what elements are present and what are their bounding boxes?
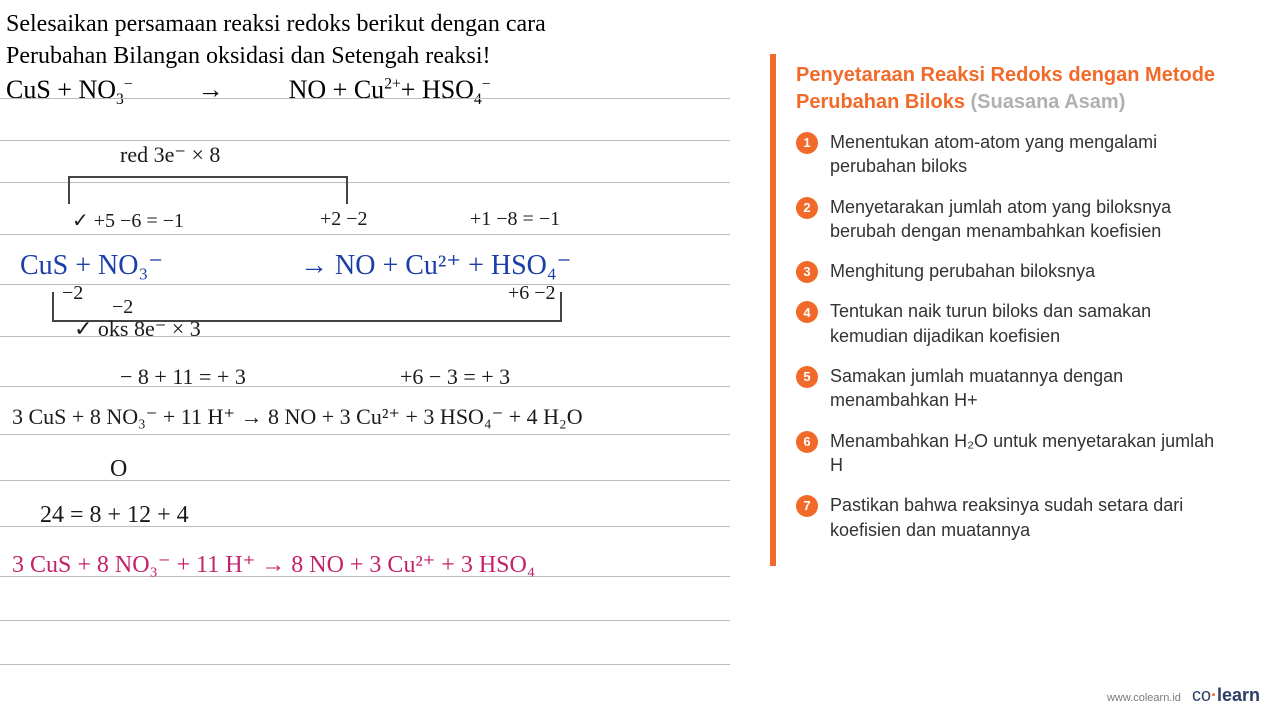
method-card: Penyetaraan Reaksi Redoks dengan Metode … xyxy=(770,54,1240,566)
handwriting-line: −2 xyxy=(62,282,83,305)
method-step: 1 Menentukan atom-atom yang mengalami per… xyxy=(796,130,1232,179)
step-text: Menyetarakan jumlah atom yang biloksnya … xyxy=(830,195,1232,244)
handwriting-line: CuS + NO₃⁻ xyxy=(20,248,163,282)
step-number-badge: 6 xyxy=(796,431,818,453)
step-number-badge: 2 xyxy=(796,197,818,219)
handwriting-line: 3 CuS + 8 NO₃⁻ + 11 H⁺ → 8 NO + 3 Cu²⁺ +… xyxy=(12,550,535,579)
method-steps: 1 Menentukan atom-atom yang mengalami per… xyxy=(796,130,1232,542)
handwriting-line: +1 −8 = −1 xyxy=(470,208,560,231)
step-text: Tentukan naik turun biloks dan samakan k… xyxy=(830,299,1232,348)
step-number-badge: 4 xyxy=(796,301,818,323)
handwriting-line: ✓ +5 −6 = −1 xyxy=(72,208,184,233)
handwriting-line: − 8 + 11 = + 3 xyxy=(120,364,246,390)
method-step: 7 Pastikan bahwa reaksinya sudah setara d… xyxy=(796,493,1232,542)
handwriting-line: O xyxy=(110,456,127,483)
step-text: Menambahkan H₂O untuk menyetarakan jumla… xyxy=(830,429,1232,478)
method-title: Penyetaraan Reaksi Redoks dengan Metode … xyxy=(796,62,1232,116)
handwriting-line: red 3e⁻ × 8 xyxy=(120,142,220,168)
handwriting-line: 3 CuS + 8 NO₃⁻ + 11 H⁺ → 8 NO + 3 Cu²⁺ +… xyxy=(12,404,583,430)
page: Selesaikan persamaan reaksi redoks berik… xyxy=(0,0,1280,720)
lined-area: red 3e⁻ × 8 ✓ +5 −6 = −1 +2 −2 +1 −8 = −1 Cu… xyxy=(0,60,740,670)
step-text: Menghitung perubahan biloksnya xyxy=(830,259,1095,283)
step-text: Samakan jumlah muatannya dengan menambah… xyxy=(830,364,1232,413)
step-number-badge: 3 xyxy=(796,261,818,283)
step-number-badge: 5 xyxy=(796,366,818,388)
brand-footer: www.colearn.id co·learn xyxy=(1107,685,1260,706)
oxidation-bracket xyxy=(68,176,348,204)
step-number-badge: 1 xyxy=(796,132,818,154)
sidebar-column: Penyetaraan Reaksi Redoks dengan Metode … xyxy=(740,0,1260,720)
step-number-badge: 7 xyxy=(796,495,818,517)
handwriting-line: +6 − 3 = + 3 xyxy=(400,364,510,390)
worksheet-column: Selesaikan persamaan reaksi redoks berik… xyxy=(0,0,740,720)
method-step: 2 Menyetarakan jumlah atom yang biloksnya… xyxy=(796,195,1232,244)
method-step: 6 Menambahkan H₂O untuk menyetarakan juml… xyxy=(796,429,1232,478)
handwriting-line: ✓ oks 8e⁻ × 3 xyxy=(74,316,201,342)
method-step: 4 Tentukan naik turun biloks dan samakan … xyxy=(796,299,1232,348)
handwriting-line: +6 −2 xyxy=(508,282,556,305)
step-text: Menentukan atom-atom yang mengalami peru… xyxy=(830,130,1232,179)
handwriting-line: +2 −2 xyxy=(320,208,368,231)
method-step: 5 Samakan jumlah muatannya dengan menamba… xyxy=(796,364,1232,413)
step-text: Pastikan bahwa reaksinya sudah setara da… xyxy=(830,493,1232,542)
prompt-line-1: Selesaikan persamaan reaksi redoks berik… xyxy=(6,8,734,40)
method-step: 3 Menghitung perubahan biloksnya xyxy=(796,259,1232,283)
handwriting-line: 24 = 8 + 12 + 4 xyxy=(40,502,189,529)
handwriting-line: → NO + Cu²⁺ + HSO₄⁻ xyxy=(300,248,571,282)
